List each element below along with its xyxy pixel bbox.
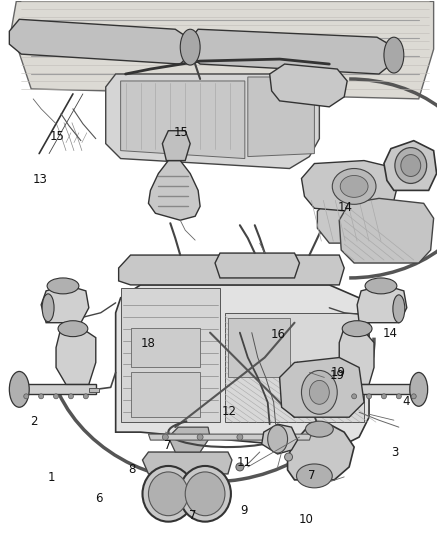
Polygon shape xyxy=(228,318,290,377)
Ellipse shape xyxy=(332,168,376,204)
Ellipse shape xyxy=(179,466,231,522)
Polygon shape xyxy=(318,198,404,243)
Polygon shape xyxy=(131,373,200,417)
Polygon shape xyxy=(11,2,434,99)
Polygon shape xyxy=(89,389,99,392)
Polygon shape xyxy=(168,427,210,452)
Ellipse shape xyxy=(342,321,372,337)
Ellipse shape xyxy=(352,394,357,399)
Polygon shape xyxy=(41,285,89,322)
Ellipse shape xyxy=(83,394,88,399)
Ellipse shape xyxy=(396,394,401,399)
Polygon shape xyxy=(288,424,354,480)
Text: 12: 12 xyxy=(222,405,237,418)
Ellipse shape xyxy=(268,425,288,453)
Text: 15: 15 xyxy=(173,126,188,140)
Text: 6: 6 xyxy=(95,492,103,505)
Ellipse shape xyxy=(142,466,194,522)
Ellipse shape xyxy=(236,463,244,471)
Text: 7: 7 xyxy=(307,470,315,482)
Text: 15: 15 xyxy=(49,130,64,143)
Polygon shape xyxy=(56,328,96,384)
Ellipse shape xyxy=(24,394,29,399)
Ellipse shape xyxy=(285,453,293,461)
Ellipse shape xyxy=(381,394,386,399)
Ellipse shape xyxy=(384,37,404,73)
Polygon shape xyxy=(9,19,190,64)
Text: 16: 16 xyxy=(271,328,286,341)
Ellipse shape xyxy=(180,29,200,65)
Text: 11: 11 xyxy=(237,456,251,469)
Ellipse shape xyxy=(410,373,427,406)
Ellipse shape xyxy=(305,421,333,437)
Ellipse shape xyxy=(9,372,29,407)
Polygon shape xyxy=(162,131,190,160)
Polygon shape xyxy=(301,160,399,213)
Ellipse shape xyxy=(301,370,337,414)
Polygon shape xyxy=(270,64,347,107)
Ellipse shape xyxy=(411,394,416,399)
Ellipse shape xyxy=(309,381,329,404)
Polygon shape xyxy=(344,384,424,394)
Polygon shape xyxy=(148,434,311,440)
Ellipse shape xyxy=(197,434,203,440)
Text: 9: 9 xyxy=(240,504,248,517)
Polygon shape xyxy=(13,384,96,394)
Polygon shape xyxy=(215,253,300,278)
Text: 14: 14 xyxy=(338,200,353,214)
Ellipse shape xyxy=(148,472,188,516)
Text: 10: 10 xyxy=(299,513,314,526)
Text: 1: 1 xyxy=(48,471,55,484)
Ellipse shape xyxy=(47,278,79,294)
Polygon shape xyxy=(339,328,374,384)
Text: 2: 2 xyxy=(30,415,38,429)
Polygon shape xyxy=(357,285,407,322)
Text: 7: 7 xyxy=(189,509,197,522)
Text: 3: 3 xyxy=(392,446,399,458)
Polygon shape xyxy=(248,77,314,157)
Text: 14: 14 xyxy=(382,327,398,341)
Ellipse shape xyxy=(68,394,74,399)
Text: 19: 19 xyxy=(330,366,345,379)
Ellipse shape xyxy=(393,295,405,322)
Polygon shape xyxy=(384,141,437,190)
Text: 19: 19 xyxy=(330,369,345,382)
Text: 18: 18 xyxy=(141,337,156,350)
Polygon shape xyxy=(279,358,364,417)
Polygon shape xyxy=(339,198,434,263)
Polygon shape xyxy=(120,288,220,422)
Ellipse shape xyxy=(162,434,168,440)
Ellipse shape xyxy=(272,434,278,440)
Polygon shape xyxy=(142,452,232,474)
Text: 7: 7 xyxy=(164,439,172,452)
Polygon shape xyxy=(119,255,344,285)
Polygon shape xyxy=(116,285,369,447)
Ellipse shape xyxy=(401,155,421,176)
Polygon shape xyxy=(120,81,245,158)
Polygon shape xyxy=(148,160,200,220)
Ellipse shape xyxy=(53,394,59,399)
Ellipse shape xyxy=(297,464,332,488)
Text: 4: 4 xyxy=(403,395,410,408)
Polygon shape xyxy=(188,29,394,74)
Ellipse shape xyxy=(58,321,88,337)
Ellipse shape xyxy=(185,472,225,516)
Ellipse shape xyxy=(39,394,44,399)
Text: 13: 13 xyxy=(33,173,48,185)
Polygon shape xyxy=(131,328,200,367)
Polygon shape xyxy=(262,424,297,454)
Polygon shape xyxy=(106,74,319,168)
Polygon shape xyxy=(225,313,364,422)
Ellipse shape xyxy=(42,294,54,322)
Ellipse shape xyxy=(395,148,427,183)
Ellipse shape xyxy=(237,434,243,440)
Text: 8: 8 xyxy=(128,463,136,476)
Ellipse shape xyxy=(365,278,397,294)
Ellipse shape xyxy=(340,175,368,197)
Ellipse shape xyxy=(367,394,371,399)
